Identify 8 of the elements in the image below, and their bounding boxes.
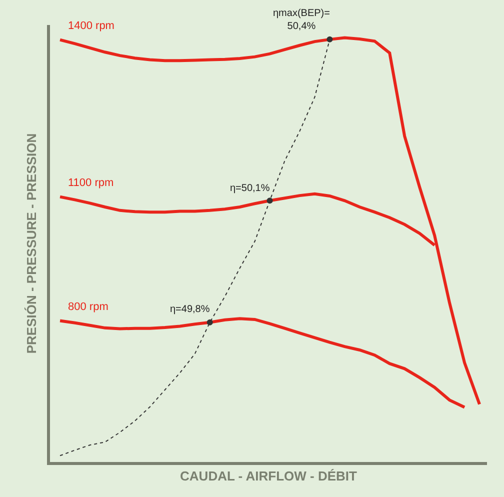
series-label: 800 rpm xyxy=(68,301,108,313)
annotation: η=49,8% xyxy=(170,304,210,315)
y-axis-title: PRESIÓN - PRESSURE - PRESSION xyxy=(24,133,39,354)
text: ηmax(BEP)= 50,4% xyxy=(273,8,330,32)
annotation: η=50,1% xyxy=(230,183,270,194)
x-axis-title: CAUDAL - AIRFLOW - DÉBIT xyxy=(180,468,358,484)
series-label: 1400 rpm xyxy=(68,20,114,32)
series-label: 1100 rpm xyxy=(68,177,114,189)
